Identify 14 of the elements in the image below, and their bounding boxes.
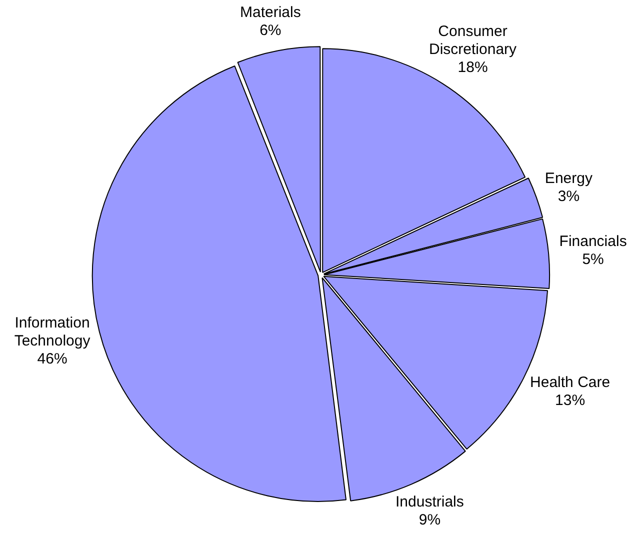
data-label: 3% <box>558 188 580 205</box>
slice-label: Materials <box>240 4 301 22</box>
slice-label: Financials <box>559 232 627 250</box>
slice-label: Information Technology <box>14 314 91 350</box>
slice-label: Consumer Discretionary <box>429 23 518 58</box>
data-label: 5% <box>582 250 604 268</box>
data-label: 18% <box>458 59 488 76</box>
slice-label: Health Care <box>530 374 610 392</box>
slice-label: Energy <box>544 170 593 187</box>
data-label: 46% <box>37 350 68 368</box>
slice-label: Industrials <box>396 493 464 510</box>
data-label: 6% <box>260 22 282 40</box>
data-label: 9% <box>418 511 441 528</box>
data-label: 13% <box>555 392 586 410</box>
